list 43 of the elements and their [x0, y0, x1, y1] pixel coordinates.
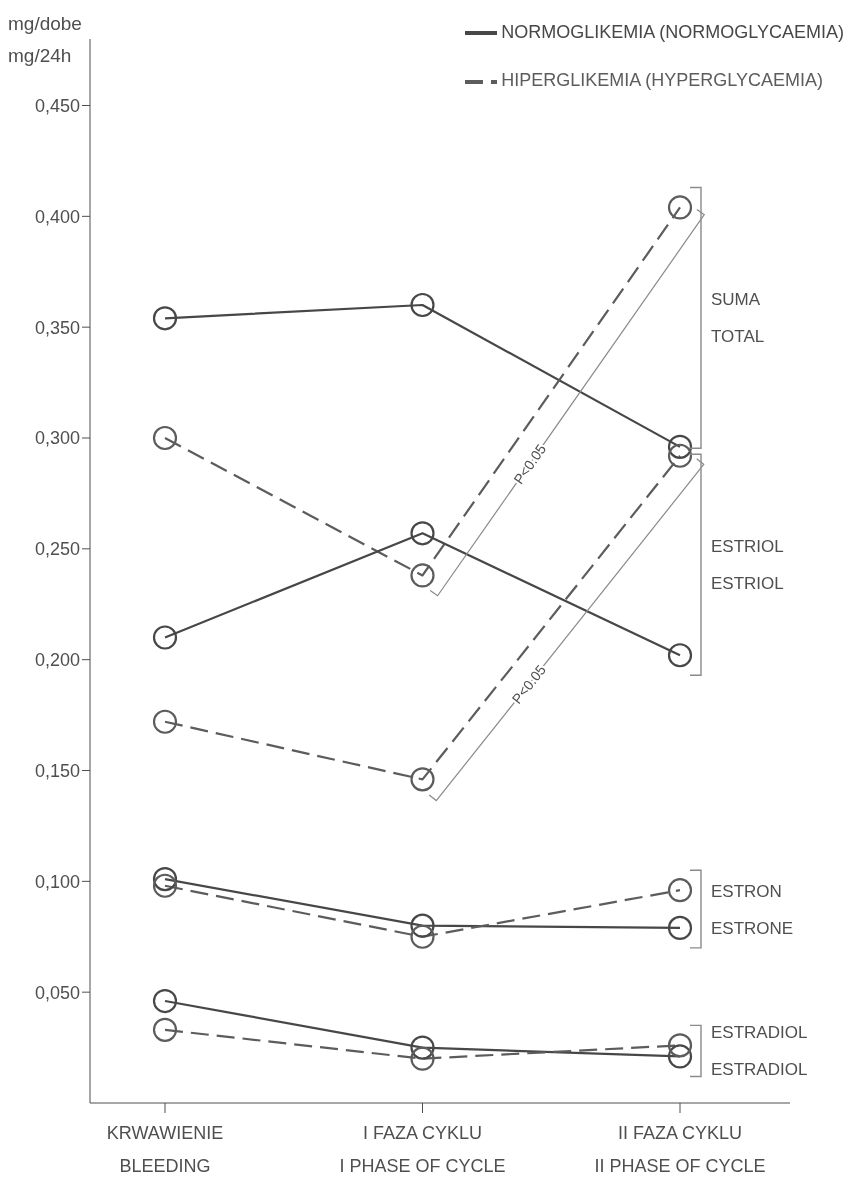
y-tick-label: 0,450: [34, 95, 80, 116]
point: [410, 563, 435, 588]
point: [410, 1035, 435, 1060]
y-tick-label: 0,050: [34, 982, 80, 1003]
point: [410, 292, 435, 318]
legend-label: NORMOGLIKEMIA (NORMOGLYCAEMIA): [501, 22, 844, 42]
y-tick-label: 0,200: [34, 650, 80, 671]
y-tick-label: 0,100: [34, 871, 80, 892]
y-tick-label: 0,250: [34, 539, 80, 560]
y-axis-title: mg/dobe mg/24h: [8, 13, 82, 66]
annotation: ESTRIOL ESTRIOL: [711, 537, 784, 594]
point: [152, 625, 178, 650]
point: [152, 1017, 178, 1042]
point: [667, 915, 693, 940]
annotation: SUMA TOTAL: [711, 290, 765, 347]
y-tick-label: 0,300: [34, 428, 80, 449]
point: [667, 643, 693, 668]
point: [667, 878, 693, 903]
annotation: ESTRON ESTRONE: [711, 881, 794, 938]
point: [152, 709, 178, 734]
point: [667, 195, 693, 220]
point: [410, 924, 435, 949]
point: [410, 767, 435, 792]
point: [410, 1046, 435, 1071]
point: [152, 425, 178, 451]
legend-label: HIPERGLIKEMIA (HYPERGLYCAEMIA): [501, 70, 824, 91]
point: [667, 1044, 693, 1069]
x-tick-label: II FAZA CYKLU II PHASE OF CYCLE: [594, 1123, 766, 1176]
y-tick-label: 0,350: [34, 317, 80, 338]
point: [410, 521, 435, 546]
point: [152, 306, 178, 331]
point: [667, 434, 693, 459]
x-tick-label: KRWAWIENIE BLEEDING: [106, 1123, 224, 1176]
point: [152, 867, 178, 892]
y-tick-label: 0,150: [34, 760, 80, 781]
point: [152, 988, 178, 1014]
point: [667, 1033, 693, 1058]
annotation: ESTRADIOL ESTRADIOL: [711, 1023, 808, 1080]
point: [152, 873, 178, 898]
x-tick-label: I FAZA CYKLU I PHASE OF CYCLE: [339, 1123, 506, 1176]
point: [667, 443, 693, 468]
point: [410, 913, 435, 938]
y-tick-label: 0,400: [34, 206, 80, 227]
